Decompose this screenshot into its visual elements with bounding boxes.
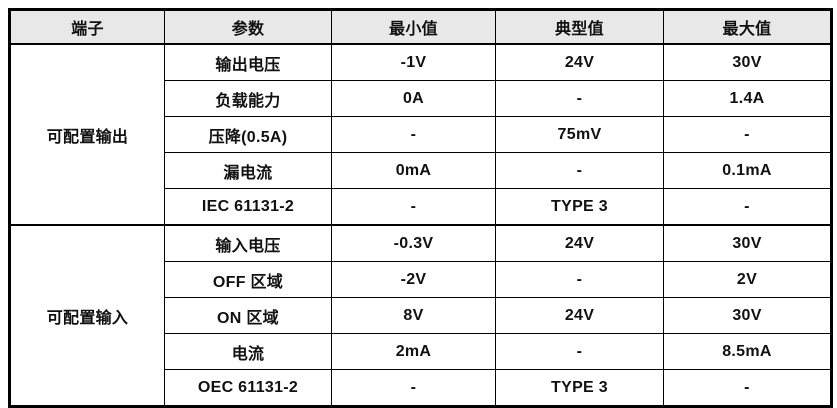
min-cell: -1V xyxy=(331,43,496,81)
param-cell: 负载能力 xyxy=(164,80,332,117)
max-cell: 8.5mA xyxy=(663,333,832,370)
param-cell: IEC 61131-2 xyxy=(164,188,332,226)
max-cell: - xyxy=(663,116,832,153)
typ-cell: 24V xyxy=(495,224,664,262)
typ-cell: - xyxy=(495,261,664,298)
min-cell: 8V xyxy=(331,297,496,334)
header-row: 端子 参数 最小值 典型值 最大值 xyxy=(9,9,832,45)
param-cell: 输出电压 xyxy=(164,43,332,81)
max-cell: 2V xyxy=(663,261,832,298)
typ-cell: - xyxy=(495,80,664,117)
table-row: 电流 2mA - 8.5mA xyxy=(10,333,832,370)
header-min: 最小值 xyxy=(331,9,496,45)
header-terminal: 端子 xyxy=(9,9,165,45)
param-cell: 输入电压 xyxy=(164,224,332,262)
param-cell: OFF 区域 xyxy=(164,261,332,298)
table-row: 可配置输入 输入电压 -0.3V 24V 30V xyxy=(9,224,832,407)
max-cell: - xyxy=(663,369,832,407)
typ-cell: - xyxy=(495,333,664,370)
min-cell: - xyxy=(331,116,496,153)
max-cell: 30V xyxy=(663,297,832,334)
max-cell: 0.1mA xyxy=(663,152,832,189)
min-cell: -0.3V xyxy=(331,224,496,262)
param-cell: ON 区域 xyxy=(164,297,332,334)
max-cell: 1.4A xyxy=(663,80,832,117)
terminal-group-input: 可配置输入 xyxy=(9,224,165,407)
typ-cell: TYPE 3 xyxy=(495,369,664,407)
min-cell: 0A xyxy=(331,80,496,117)
param-cell: OEC 61131-2 xyxy=(164,369,332,407)
param-cell: 压降(0.5A) xyxy=(164,116,332,153)
terminal-group-output: 可配置输出 xyxy=(9,43,165,226)
max-cell: - xyxy=(663,188,832,226)
min-cell: - xyxy=(331,188,496,226)
table-row: 压降(0.5A) - 75mV - xyxy=(10,116,832,153)
header-typical: 典型值 xyxy=(495,9,664,45)
typ-cell: 24V xyxy=(495,297,664,334)
typ-cell: TYPE 3 xyxy=(495,188,664,226)
min-cell: - xyxy=(331,369,496,407)
max-cell: 30V xyxy=(663,43,832,81)
header-parameter: 参数 xyxy=(164,9,332,45)
header-max: 最大值 xyxy=(663,9,832,45)
min-cell: 0mA xyxy=(331,152,496,189)
param-cell: 漏电流 xyxy=(164,152,332,189)
typ-cell: 24V xyxy=(495,43,664,81)
typ-cell: - xyxy=(495,152,664,189)
param-cell: 电流 xyxy=(164,333,332,370)
max-cell: 30V xyxy=(663,224,832,262)
table-row: OEC 61131-2 - TYPE 3 - xyxy=(10,369,832,407)
typ-cell: 75mV xyxy=(495,116,664,153)
min-cell: -2V xyxy=(331,261,496,298)
spec-table: 端子 参数 最小值 典型值 最大值 可配置输出 输出电压 -1V 24V 30V… xyxy=(8,8,833,408)
table-row: 可配置输出 输出电压 -1V 24V 30V xyxy=(9,43,832,226)
min-cell: 2mA xyxy=(331,333,496,370)
table-row: 漏电流 0mA - 0.1mA xyxy=(10,152,832,189)
